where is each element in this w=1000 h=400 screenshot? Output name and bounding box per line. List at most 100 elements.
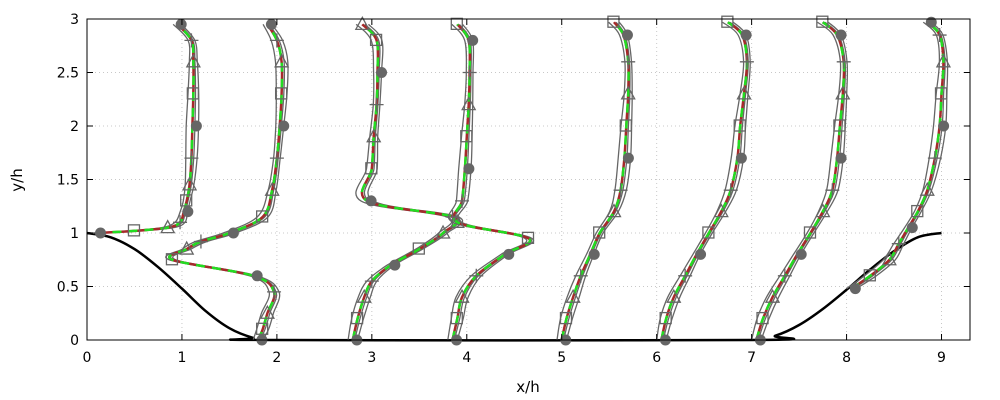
x-tick-label: 6: [652, 350, 661, 366]
circle-marker: [227, 227, 239, 239]
square-marker: [256, 210, 269, 223]
plus-marker: [836, 54, 851, 69]
tick-layer: 0 1 2 3 4 5 6 7 8 9 0 0.5 1 1.5 2 2.5 3: [57, 12, 970, 366]
plus-marker: [462, 65, 477, 80]
circle-marker: [467, 34, 479, 46]
gray-profile-line: [750, 21, 842, 341]
square-marker: [863, 269, 876, 282]
x-tick-label: 1: [177, 350, 186, 366]
square-marker: [833, 119, 846, 132]
plus-marker: [267, 284, 282, 299]
green-profile-line: [351, 23, 459, 341]
circle-marker: [265, 18, 277, 30]
gray-profile-line: [760, 21, 849, 341]
square-marker: [350, 311, 364, 325]
green-profile-line: [96, 23, 195, 235]
triangle-marker: [881, 251, 897, 266]
triangle-marker: [713, 203, 729, 218]
square-marker: [256, 322, 269, 335]
square-marker: [450, 311, 463, 325]
square-marker: [450, 17, 463, 31]
circle-marker: [938, 120, 950, 132]
triangle-marker: [620, 85, 636, 100]
plus-marker: [173, 215, 188, 230]
square-marker: [911, 204, 924, 218]
circle-marker: [365, 195, 377, 207]
plus-marker: [573, 268, 588, 283]
y-tick-label: 1.5: [57, 173, 79, 189]
triangle-marker: [179, 240, 195, 255]
triangle-marker: [815, 203, 831, 218]
plus-marker: [445, 209, 460, 224]
x-tick-label: 8: [842, 350, 851, 366]
triangle-marker: [736, 85, 752, 100]
circle-marker: [849, 283, 861, 295]
triangle-marker: [435, 224, 451, 239]
gray-profile-line: [556, 21, 626, 341]
plus-marker: [184, 151, 199, 166]
triangle-marker: [274, 53, 290, 68]
square-marker: [816, 15, 829, 28]
plus-marker: [269, 151, 284, 166]
square-marker: [593, 226, 606, 239]
triangle-marker: [935, 53, 952, 68]
triangle-marker: [919, 181, 935, 196]
x-tick-label: 5: [557, 350, 566, 366]
marker-layer: [94, 15, 952, 346]
triangle-marker: [449, 213, 465, 228]
gray-profile-line: [447, 23, 528, 341]
triangle-marker: [764, 288, 781, 303]
triangle-marker: [461, 96, 477, 111]
triangle-marker: [606, 203, 622, 218]
y-axis-label: y/h: [8, 168, 26, 191]
square-marker: [521, 231, 535, 245]
square-marker: [274, 87, 288, 100]
circle-marker: [795, 248, 807, 260]
y-tick-label: 0.5: [57, 280, 79, 296]
gray-profile-line: [656, 21, 745, 341]
plus-marker: [678, 268, 693, 283]
square-marker: [721, 15, 734, 28]
square-marker: [127, 224, 141, 237]
square-marker: [756, 311, 769, 325]
circle-marker: [621, 29, 633, 41]
square-marker: [702, 226, 715, 239]
x-tick-label: 4: [462, 350, 471, 366]
triangle-marker: [835, 85, 851, 100]
gray-profile-line: [852, 21, 946, 290]
y-tick-label: 1: [70, 226, 79, 242]
triangle-marker: [160, 219, 176, 234]
triangle-marker: [181, 176, 198, 191]
circle-marker: [190, 120, 202, 132]
circle-marker: [835, 152, 847, 164]
gray-profile-line: [165, 24, 277, 341]
plus-marker: [369, 97, 384, 112]
x-tick-label: 0: [83, 350, 92, 366]
circle-marker: [175, 18, 187, 30]
triangle-marker: [264, 181, 280, 196]
square-marker: [460, 130, 473, 143]
plus-marker: [269, 33, 284, 48]
triangle-marker: [354, 15, 370, 30]
square-marker: [412, 242, 425, 255]
triangle-marker: [366, 128, 382, 143]
plus-marker: [184, 33, 199, 48]
square-marker: [369, 33, 383, 47]
square-marker: [934, 87, 948, 100]
y-tick-label: 2.5: [57, 66, 79, 82]
x-tick-label: 3: [367, 350, 376, 366]
plus-marker: [723, 183, 738, 198]
gray-profile-line: [565, 21, 633, 341]
plus-marker: [364, 274, 379, 289]
circle-marker: [251, 270, 263, 282]
triangle-marker: [565, 288, 581, 303]
triangle-marker: [185, 53, 201, 68]
circle-marker: [463, 163, 475, 175]
x-tick-label: 7: [747, 350, 756, 366]
plus-marker: [891, 236, 906, 251]
plus-marker: [613, 183, 628, 198]
plus-marker: [932, 28, 947, 43]
circle-marker: [925, 16, 937, 28]
